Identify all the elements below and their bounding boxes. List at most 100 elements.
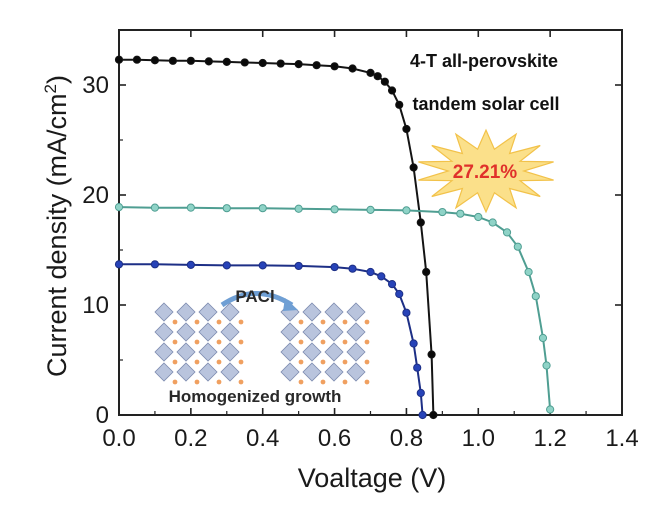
data-point bbox=[413, 363, 422, 372]
octahedron bbox=[220, 302, 240, 322]
x-tick-label: 1.0 bbox=[462, 425, 495, 452]
octahedron bbox=[154, 342, 174, 362]
data-point bbox=[438, 207, 447, 217]
data-point bbox=[395, 100, 404, 109]
crystal-block bbox=[280, 302, 370, 385]
cation-dot bbox=[172, 319, 178, 325]
cation-dot bbox=[342, 359, 348, 365]
efficiency-value: 27.21% bbox=[453, 162, 518, 183]
data-point bbox=[240, 58, 249, 67]
cation-dot bbox=[238, 339, 244, 345]
octahedron bbox=[176, 362, 196, 382]
data-point bbox=[531, 292, 540, 301]
y-tick-label: 10 bbox=[82, 292, 109, 319]
cation-dot bbox=[342, 319, 348, 325]
series-0 bbox=[114, 55, 438, 420]
data-point bbox=[380, 77, 389, 86]
data-point bbox=[429, 410, 438, 420]
series-line bbox=[118, 206, 552, 410]
octahedron bbox=[220, 342, 240, 362]
octahedron bbox=[280, 342, 300, 362]
data-point bbox=[402, 308, 411, 317]
cation-dot bbox=[320, 319, 326, 325]
data-point bbox=[150, 203, 160, 212]
y-axis-title-suffix: ) bbox=[42, 75, 72, 84]
data-point bbox=[186, 203, 195, 212]
series-1 bbox=[114, 203, 555, 414]
octahedron bbox=[280, 322, 300, 342]
data-point bbox=[222, 204, 231, 213]
x-tick-label: 0.2 bbox=[174, 425, 207, 452]
inset-arrow-label: PACl bbox=[235, 287, 274, 306]
efficiency-badge: 27.21% bbox=[418, 128, 554, 214]
inset-crystal-illustration bbox=[154, 291, 370, 385]
cation-dot bbox=[216, 379, 222, 385]
cation-dot bbox=[172, 379, 178, 385]
octahedron bbox=[198, 342, 218, 362]
data-point bbox=[402, 206, 411, 215]
x-tick-label: 0.0 bbox=[102, 425, 135, 452]
octahedron bbox=[346, 302, 366, 322]
cation-dot bbox=[216, 319, 222, 325]
data-point bbox=[373, 72, 382, 81]
x-tick-label: 1.2 bbox=[533, 425, 566, 452]
octahedron bbox=[324, 322, 344, 342]
octahedron bbox=[280, 362, 300, 382]
data-point bbox=[258, 58, 267, 68]
data-point bbox=[402, 124, 411, 134]
cation-dot bbox=[298, 339, 304, 345]
data-point bbox=[132, 55, 142, 64]
cation-dot bbox=[298, 319, 304, 325]
x-tick-label: 1.4 bbox=[605, 425, 638, 452]
data-point bbox=[422, 267, 431, 277]
data-point bbox=[186, 56, 195, 65]
cation-dot bbox=[298, 379, 304, 385]
annotation-title-line2: tandem solar cell bbox=[412, 94, 559, 114]
data-point bbox=[222, 261, 231, 270]
data-point bbox=[366, 68, 375, 78]
octahedron bbox=[176, 342, 196, 362]
octahedron bbox=[302, 362, 322, 382]
data-point bbox=[276, 59, 285, 68]
data-point bbox=[377, 272, 386, 281]
data-point bbox=[427, 350, 436, 359]
data-point bbox=[416, 388, 425, 398]
series-2 bbox=[114, 260, 427, 420]
data-point bbox=[387, 280, 397, 289]
data-point bbox=[258, 204, 267, 213]
data-point bbox=[114, 260, 124, 269]
x-tick-label: 0.6 bbox=[318, 425, 351, 452]
cation-dot bbox=[194, 339, 200, 345]
octahedron bbox=[176, 302, 196, 322]
octahedron bbox=[176, 322, 196, 342]
data-point bbox=[416, 218, 425, 227]
cation-dot bbox=[342, 379, 348, 385]
cation-dot bbox=[194, 359, 200, 365]
cation-dot bbox=[364, 319, 370, 325]
data-point bbox=[366, 267, 375, 277]
x-tick-label: 0.4 bbox=[246, 425, 279, 452]
octahedron bbox=[324, 362, 344, 382]
data-point bbox=[204, 57, 213, 66]
cation-dot bbox=[320, 379, 326, 385]
cation-dot bbox=[194, 319, 200, 325]
series-line bbox=[119, 58, 435, 416]
annotation-title-line1: 4-T all-perovskite bbox=[410, 51, 558, 71]
cation-dot bbox=[238, 379, 244, 385]
octahedron bbox=[154, 302, 174, 322]
cation-dot bbox=[320, 359, 326, 365]
octahedron bbox=[198, 302, 218, 322]
cation-dot bbox=[238, 359, 244, 365]
y-tick-label: 20 bbox=[82, 182, 109, 209]
cation-dot bbox=[216, 339, 222, 345]
data-point bbox=[502, 228, 512, 237]
octahedron bbox=[198, 362, 218, 382]
data-point bbox=[409, 163, 418, 172]
data-point bbox=[418, 410, 427, 420]
data-point bbox=[456, 209, 465, 218]
inset-caption: Homogenized growth bbox=[169, 387, 342, 406]
cation-dot bbox=[342, 339, 348, 345]
y-axis-title: Current density (mA/cm2) bbox=[41, 75, 72, 377]
x-tick-label: 0.8 bbox=[390, 425, 423, 452]
